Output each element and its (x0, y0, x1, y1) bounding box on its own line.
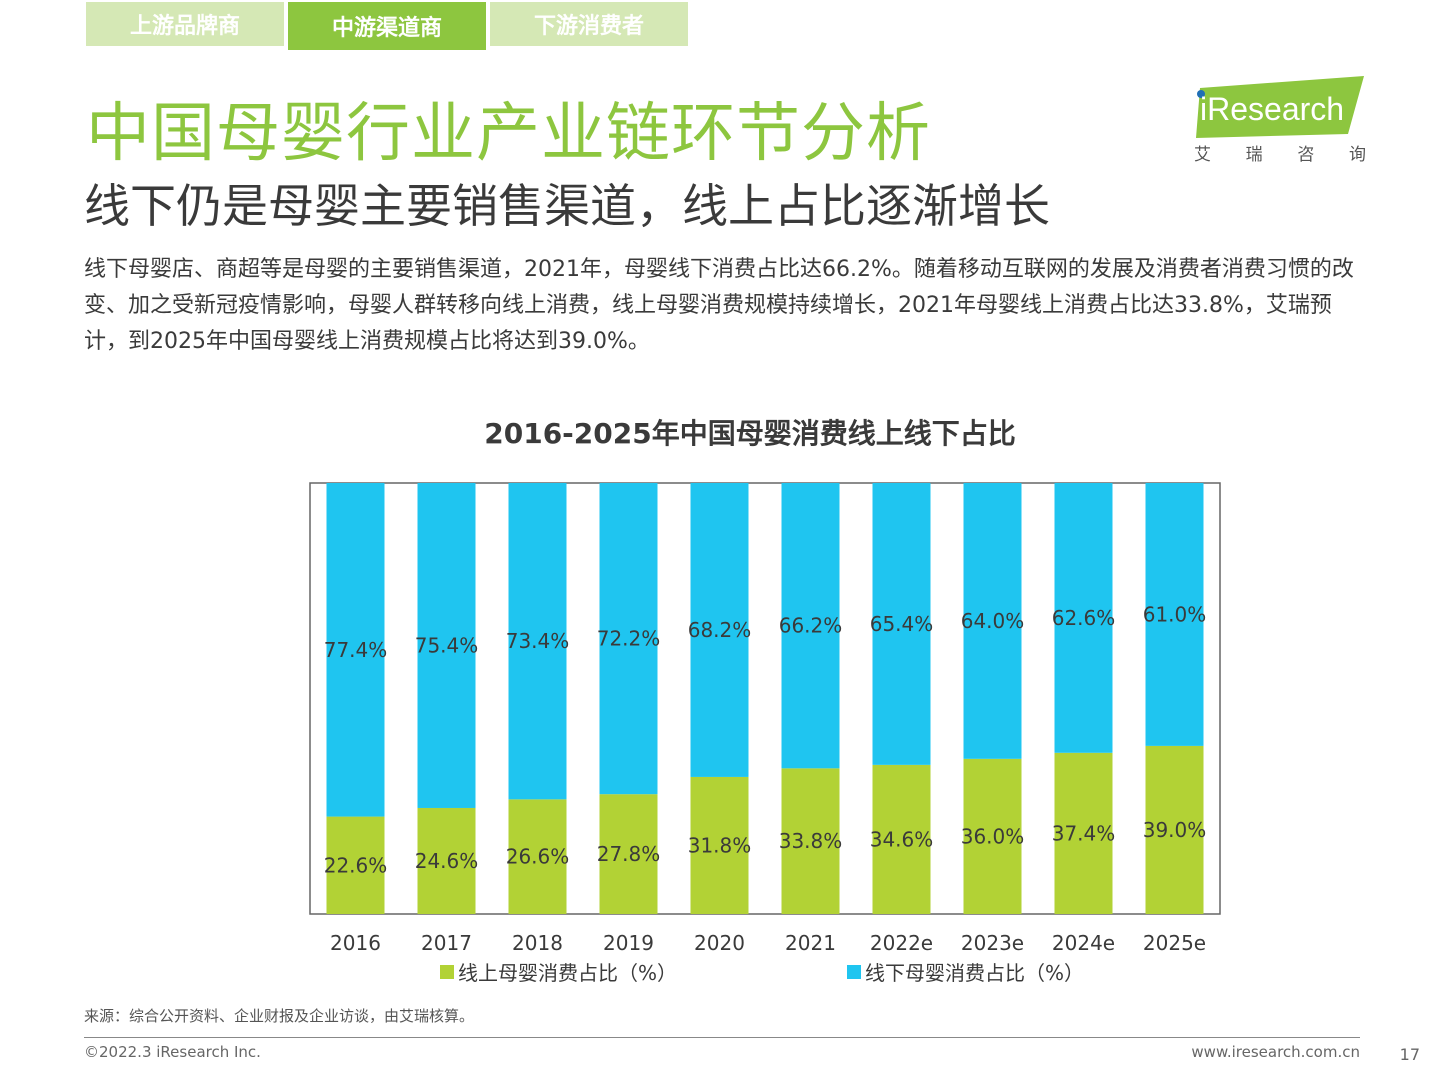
logo-subtitle: 艾 瑞 咨 询 (1194, 140, 1366, 165)
page-subtitle: 线下仍是母婴主要销售渠道，线上占比逐渐增长 (84, 179, 1050, 233)
data-label: 68.2% (688, 618, 752, 642)
bar-online (1145, 745, 1204, 914)
bar-offline (963, 483, 1022, 759)
data-label: 77.4% (324, 638, 388, 662)
bar-online (690, 776, 749, 914)
bar-offline (690, 483, 749, 777)
x-tick-label: 2021 (785, 931, 836, 955)
tab-downstream-consumers[interactable]: 下游消费者 (490, 2, 688, 46)
bar-offline (417, 483, 476, 808)
data-label: 39.0% (1143, 818, 1207, 842)
legend-swatch-offline (847, 964, 862, 979)
iresearch-logo: iResearch (1196, 76, 1364, 138)
data-label: 24.6% (415, 849, 479, 873)
logo-char: 咨 (1297, 145, 1315, 165)
data-label: 33.8% (779, 829, 843, 853)
legend-label-offline: 线下母婴消费占比（%） (865, 961, 1085, 985)
data-label: 64.0% (961, 609, 1025, 633)
data-label: 34.6% (870, 827, 934, 851)
tab-midstream-channels[interactable]: 中游渠道商 (288, 2, 486, 50)
x-tick-label: 2024e (1052, 931, 1115, 955)
data-label: 72.2% (597, 627, 661, 651)
legend-label-online: 线上母婴消费占比（%） (458, 961, 678, 985)
summary-paragraph: 线下母婴店、商超等是母婴的主要销售渠道，2021年，母婴线下消费占比达66.2%… (84, 257, 1354, 354)
data-label: 36.0% (961, 824, 1025, 848)
plot-frame (309, 482, 1221, 915)
copyright: ©2022.3 iResearch Inc. (84, 1043, 261, 1061)
bar-online (599, 794, 658, 914)
data-label: 37.4% (1052, 821, 1116, 845)
bar-online (963, 758, 1022, 914)
x-tick-label: 2019 (603, 931, 654, 955)
bar-offline (781, 483, 840, 769)
chart-legend: 线上母婴消费占比（%） 线下母婴消费占比（%） (440, 957, 1084, 986)
tab-upstream-brands[interactable]: 上游品牌商 (86, 2, 284, 46)
data-label: 75.4% (415, 633, 479, 657)
section-tabs: 上游品牌商 中游渠道商 下游消费者 (86, 2, 688, 50)
bar-online (781, 768, 840, 914)
data-label: 31.8% (688, 833, 752, 857)
bar-online (508, 799, 567, 914)
source-note: 来源：综合公开资料、企业财报及企业访谈，由艾瑞核算。 (84, 1007, 475, 1025)
bar-online (326, 816, 385, 914)
bar-offline (1054, 483, 1113, 753)
bar-offline (1145, 483, 1204, 746)
bar-offline (508, 483, 567, 800)
legend-item-online: 线上母婴消费占比（%） (440, 957, 677, 986)
data-label: 62.6% (1052, 606, 1116, 630)
bar-online (872, 764, 931, 914)
data-label: 73.4% (506, 629, 570, 653)
legend-item-offline: 线下母婴消费占比（%） (847, 957, 1084, 986)
page-title: 中国母婴行业产业链环节分析 (86, 97, 931, 171)
footer-divider (84, 1037, 1360, 1038)
bar-online (417, 807, 476, 914)
data-label: 26.6% (506, 845, 570, 869)
data-label: 22.6% (324, 853, 388, 877)
x-tick-label: 2016 (330, 931, 381, 955)
legend-swatch-online (440, 964, 454, 979)
website-link[interactable]: www.iresearch.com.cn (1191, 1043, 1360, 1061)
x-tick-label: 2017 (421, 931, 472, 955)
data-label: 65.4% (870, 612, 934, 636)
logo-text: iResearch (1200, 91, 1344, 127)
page-number: 17 (1399, 1045, 1420, 1064)
bar-online (1054, 752, 1113, 914)
chart-title: 2016-2025年中国母婴消费线上线下占比 (484, 417, 1016, 450)
logo-char: 瑞 (1245, 145, 1263, 165)
x-tick-label: 2025e (1143, 931, 1206, 955)
x-tick-label: 2018 (512, 931, 563, 955)
data-label: 61.0% (1143, 602, 1207, 626)
logo-char: 艾 (1194, 145, 1211, 165)
logo-char: 询 (1348, 145, 1366, 165)
bar-offline (599, 483, 658, 795)
x-tick-label: 2020 (694, 931, 745, 955)
bar-offline (872, 483, 931, 765)
x-tick-label: 2022e (870, 931, 933, 955)
data-label: 66.2% (779, 614, 843, 638)
x-tick-label: 2023e (961, 931, 1024, 955)
bar-offline (326, 483, 385, 817)
data-label: 27.8% (597, 842, 661, 866)
